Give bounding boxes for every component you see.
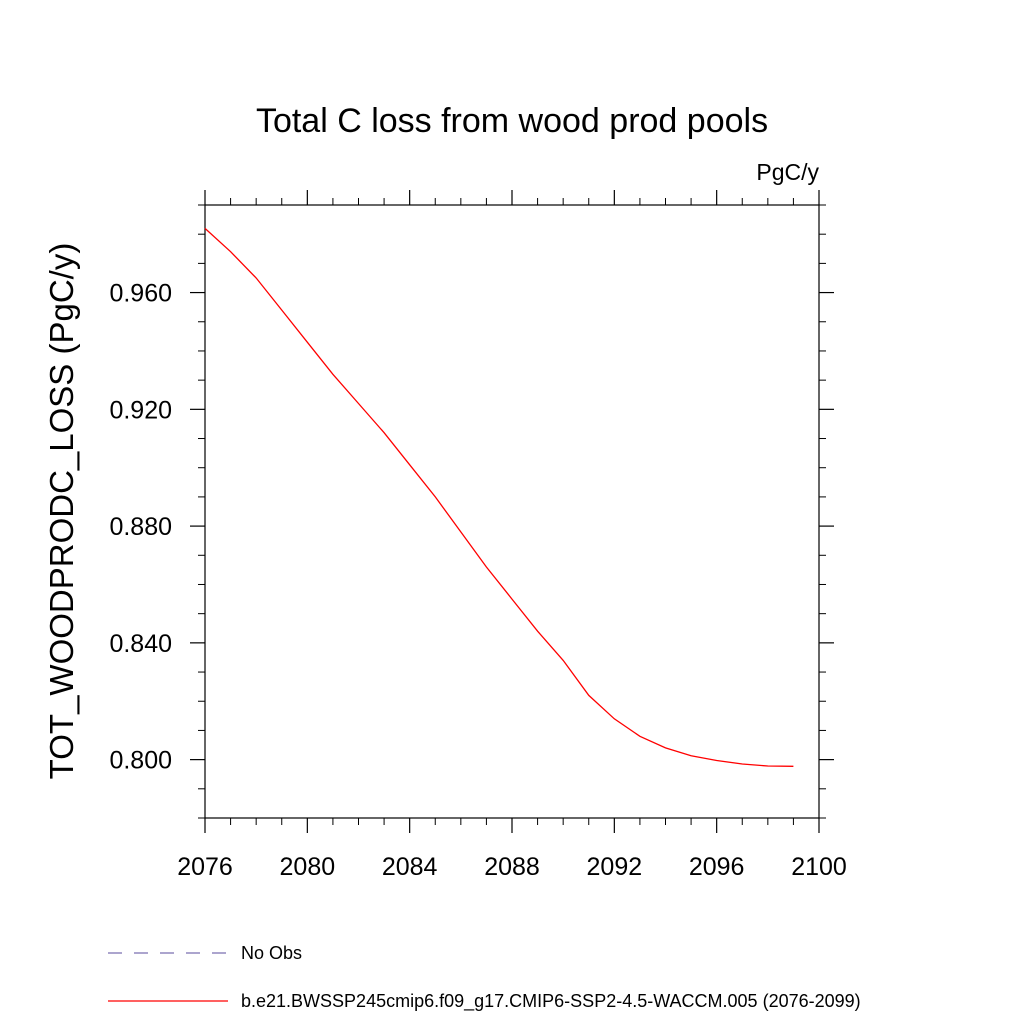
legend-label-1: b.e21.BWSSP245cmip6.f09_g17.CMIP6-SSP2-4…: [241, 991, 861, 1012]
x-tick-label: 2088: [484, 853, 540, 881]
tick-labels: 2076 2080 2084 2088 2092 2096 2100 0.800 0.840 0.…: [109, 280, 846, 881]
x-tick-label: 2080: [280, 853, 336, 881]
series-line-0: [204, 227, 794, 767]
chart-title: Total C loss from wood prod pools: [256, 102, 768, 140]
x-tick-label: 2092: [587, 853, 643, 881]
legend: No Obs b.e21.BWSSP245cmip6.f09_g17.CMIP6-…: [108, 943, 861, 1012]
x-tick-label: 2096: [689, 853, 745, 881]
y-tick-label: 0.920: [109, 396, 172, 424]
x-tick-label: 2100: [791, 853, 847, 881]
y-tick-label: 0.800: [109, 747, 172, 775]
legend-label-0: No Obs: [241, 943, 302, 963]
x-tick-label: 2084: [382, 853, 438, 881]
y-tick-label: 0.960: [109, 280, 172, 308]
y-axis-label: TOT_WOODPRODC_LOSS (PgC/y): [43, 243, 80, 780]
y-tick-label: 0.880: [109, 513, 172, 541]
plot-frame: [204, 204, 820, 819]
x-tick-label: 2076: [177, 853, 233, 881]
axis-ticks: [190, 190, 834, 833]
units-label: PgC/y: [756, 159, 819, 185]
series-layer: [204, 227, 794, 767]
y-tick-label: 0.840: [109, 630, 172, 658]
